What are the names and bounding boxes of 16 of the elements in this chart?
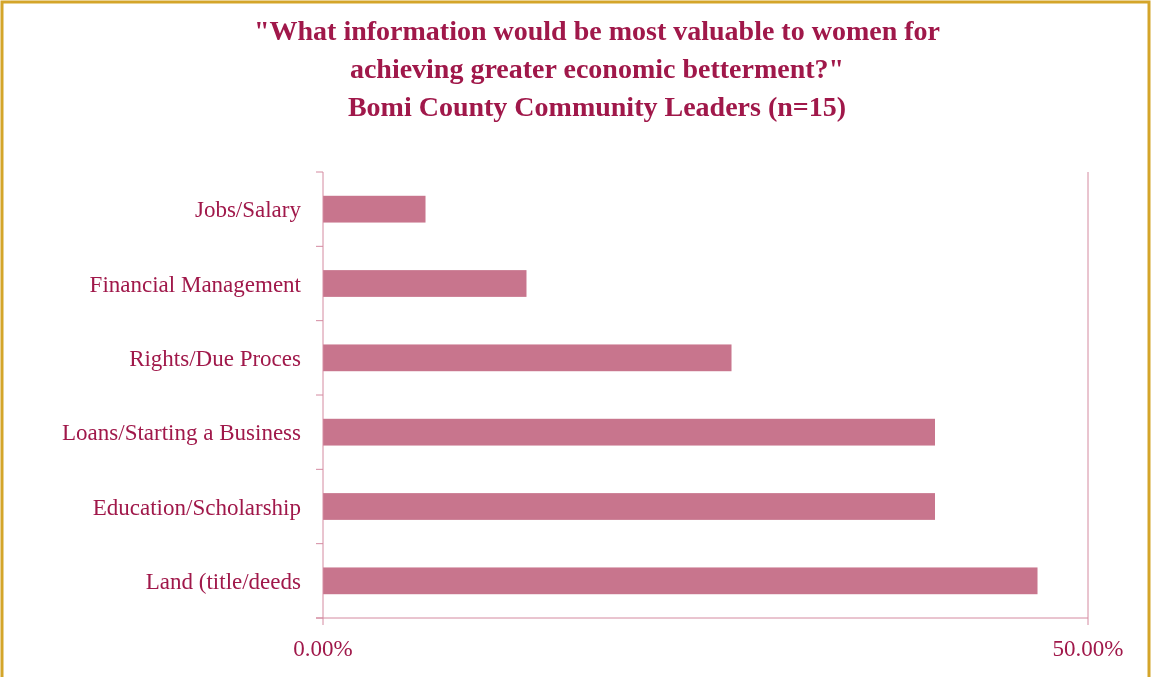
y-tick-label: Loans/Starting a Business	[62, 420, 302, 446]
bar	[323, 418, 935, 446]
bar	[323, 344, 732, 372]
y-tick-label: Land (title/deeds	[145, 568, 302, 594]
bar	[323, 493, 935, 520]
x-tick-label: 0.00%	[293, 636, 353, 661]
y-tick-label: Financial Management	[89, 271, 302, 297]
bar	[323, 270, 527, 297]
y-tick-label: Jobs/Salary	[194, 197, 302, 223]
bar	[323, 195, 426, 223]
x-tick-label: 50.00%	[1052, 636, 1124, 661]
chart-title: "What information would be most valuable to women for achieving greater economic betterment?"	[254, 15, 940, 84]
y-tick-label: Education/Scholarship	[92, 494, 301, 520]
chart-subtitle: Bomi County Community Leaders (n=15)	[347, 91, 847, 122]
bar	[323, 567, 1038, 595]
y-tick-label: Rights/Due Proces	[129, 345, 302, 371]
